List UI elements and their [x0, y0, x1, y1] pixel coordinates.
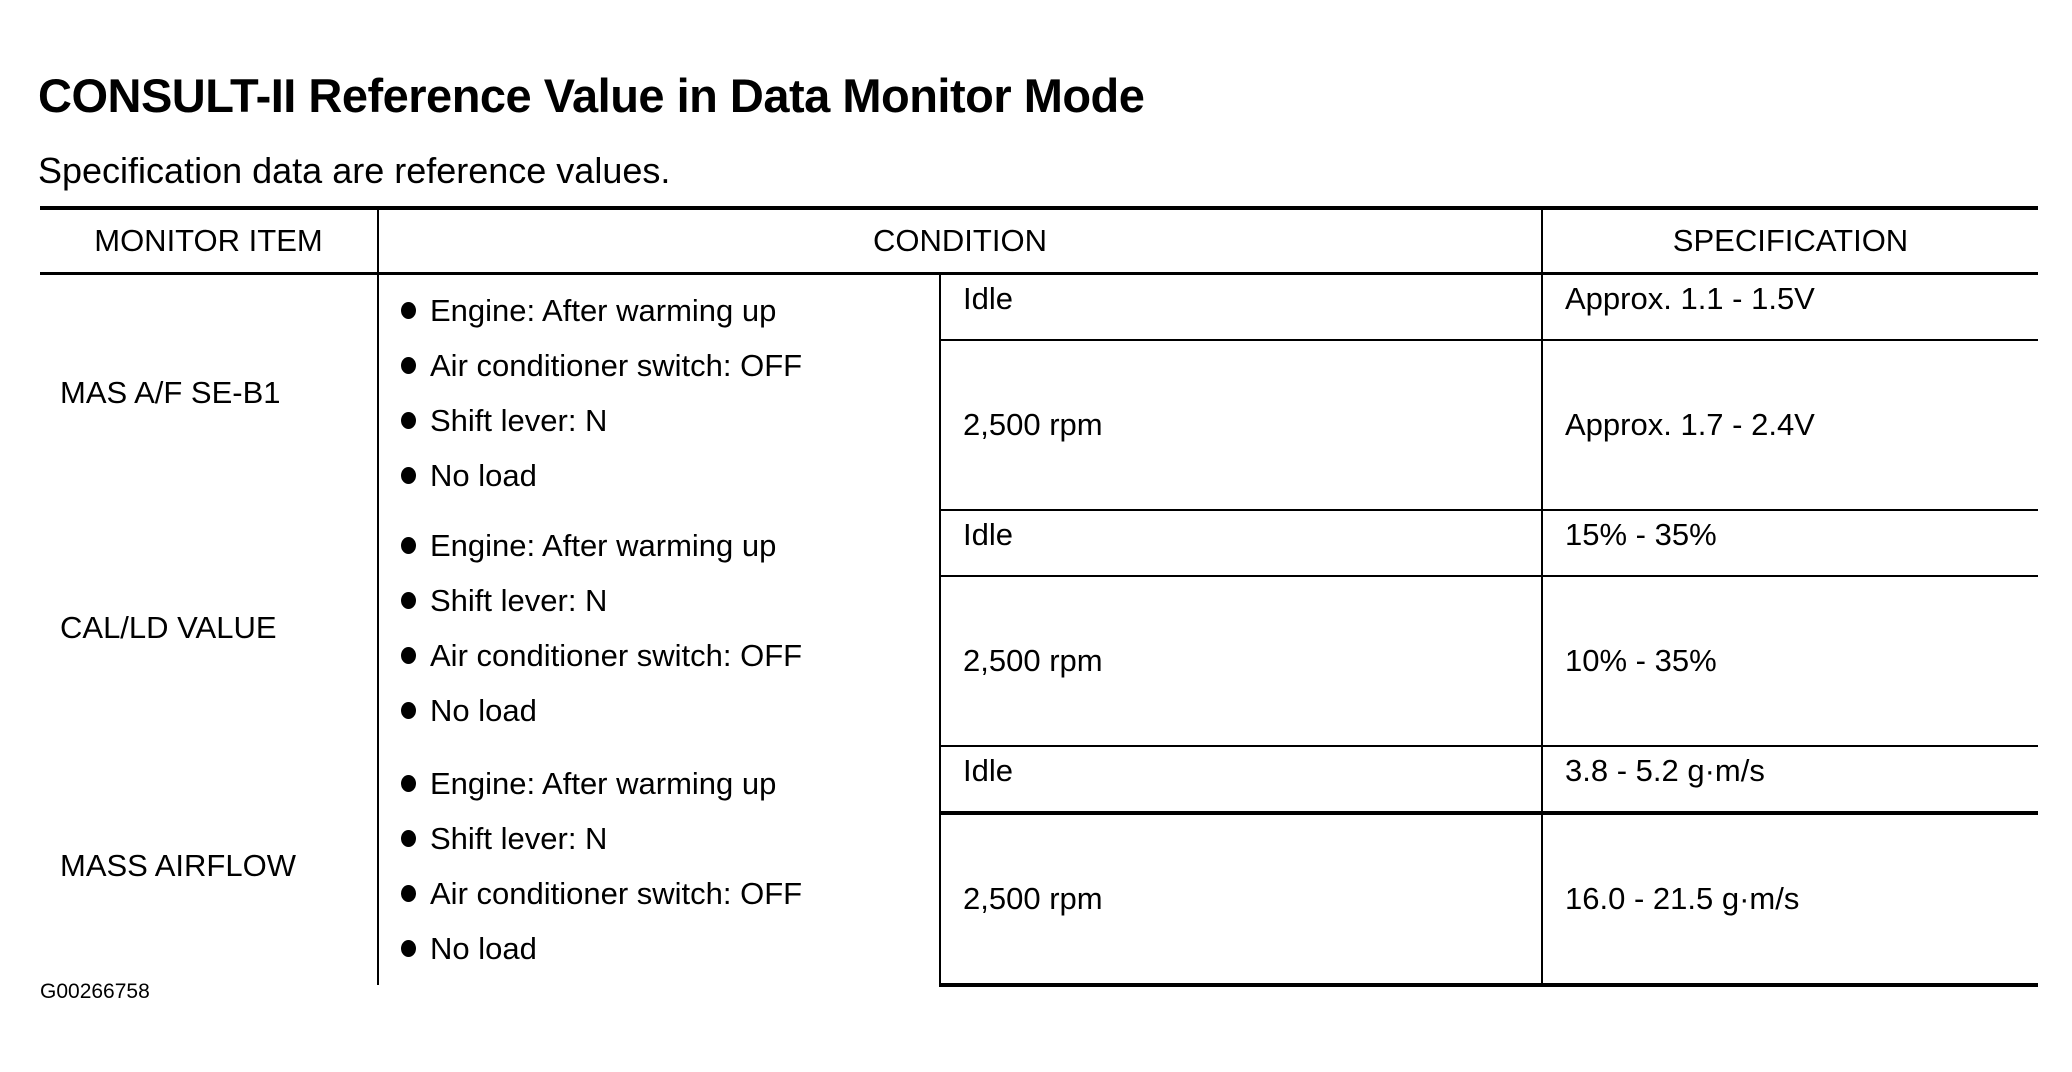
- sub-condition: 2,500 rpm: [940, 576, 1543, 747]
- bullet-icon: [401, 466, 416, 484]
- bullet-icon: [401, 829, 416, 847]
- specification: Approx. 1.7 - 2.4V: [1542, 340, 2038, 511]
- condition-bullet: No load: [401, 448, 939, 503]
- specification: 3.8 - 5.2 g·m/s: [1542, 746, 2038, 815]
- bullet-icon: [401, 774, 416, 792]
- bullet-icon: [401, 592, 416, 610]
- table-row: MASS AIRFLOW Engine: After warming up Shi…: [40, 746, 2038, 985]
- condition-bullet: Engine: After warming up: [401, 756, 939, 811]
- table-row: 2,500 rpm 16.0 - 21.5 g·m/s: [40, 813, 2038, 987]
- condition-bullet: Air conditioner switch: OFF: [401, 866, 939, 921]
- condition-bullet: Shift lever: N: [401, 573, 939, 628]
- condition-bullet: No load: [401, 921, 939, 976]
- table-row: 2,500 rpm Approx. 1.7 - 2.4V: [40, 340, 2038, 511]
- table-row: 2,500 rpm 10% - 35%: [40, 576, 2038, 747]
- bullet-icon: [401, 537, 416, 555]
- condition-bullet: No load: [401, 683, 939, 738]
- condition-bullet: Engine: After warming up: [401, 518, 939, 573]
- sub-condition: 2,500 rpm: [940, 340, 1543, 511]
- sub-condition: Idle: [940, 746, 1543, 815]
- condition-list: Engine: After warming up Shift lever: N Ai…: [378, 510, 941, 746]
- page-subtitle: Specification data are reference values.: [38, 150, 671, 191]
- bullet-icon: [401, 939, 416, 957]
- reference-value-table: MONITOR ITEM CONDITION SPECIFICATION MAS…: [40, 206, 2038, 987]
- bullet-icon: [401, 301, 416, 319]
- figure-code: G00266758: [40, 980, 150, 1003]
- specification: 16.0 - 21.5 g·m/s: [1542, 813, 2038, 987]
- condition-list: Engine: After warming up Shift lever: N Ai…: [378, 746, 941, 985]
- condition-bullet: Shift lever: N: [401, 393, 939, 448]
- table-row: CAL/LD VALUE Engine: After warming up Shi…: [40, 510, 2038, 746]
- bullet-icon: [401, 411, 416, 429]
- condition-list: Engine: After warming up Air conditioner …: [378, 273, 941, 510]
- condition-bullet: Shift lever: N: [401, 811, 939, 866]
- page-title: CONSULT-II Reference Value in Data Monit…: [38, 69, 1145, 122]
- bullet-icon: [401, 356, 416, 374]
- specification: 15% - 35%: [1542, 510, 2038, 577]
- condition-bullet: Air conditioner switch: OFF: [401, 338, 939, 393]
- header-specification: SPECIFICATION: [1542, 206, 2038, 275]
- sub-condition: Idle: [940, 510, 1543, 577]
- specification: 10% - 35%: [1542, 576, 2038, 747]
- header-monitor-item: MONITOR ITEM: [40, 206, 379, 275]
- bullet-icon: [401, 884, 416, 902]
- monitor-item: MASS AIRFLOW: [40, 746, 379, 985]
- sub-condition: Idle: [940, 273, 1543, 341]
- header-condition: CONDITION: [378, 206, 1543, 275]
- bullet-icon: [401, 647, 416, 665]
- monitor-item: CAL/LD VALUE: [40, 510, 379, 746]
- condition-bullet: Air conditioner switch: OFF: [401, 628, 939, 683]
- sub-condition: 2,500 rpm: [940, 813, 1543, 987]
- bullet-icon: [401, 702, 416, 720]
- table-row: MAS A/F SE-B1 Engine: After warming up Ai…: [40, 273, 2038, 510]
- specification: Approx. 1.1 - 1.5V: [1542, 273, 2038, 341]
- condition-bullet: Engine: After warming up: [401, 283, 939, 338]
- monitor-item: MAS A/F SE-B1: [40, 273, 379, 510]
